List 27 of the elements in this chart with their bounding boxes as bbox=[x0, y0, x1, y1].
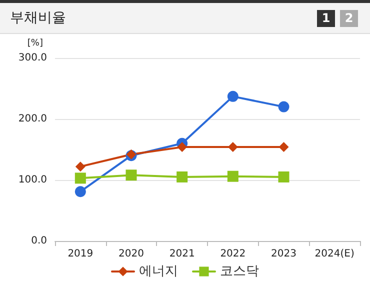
chart-title: 부채비율 bbox=[10, 9, 66, 27]
y-tick-label: 0.0 bbox=[31, 236, 47, 246]
point bbox=[227, 90, 238, 102]
y-tick-label: 100.0 bbox=[18, 174, 47, 186]
x-tick-label: 2019 bbox=[68, 248, 94, 260]
point bbox=[176, 171, 188, 182]
point bbox=[177, 142, 188, 152]
point bbox=[228, 142, 238, 152]
point bbox=[227, 170, 238, 182]
point bbox=[74, 186, 86, 198]
point bbox=[126, 170, 137, 181]
page-button[interactable]: 1 bbox=[317, 10, 335, 26]
point bbox=[278, 142, 289, 152]
y-axis-title: [%] bbox=[27, 38, 43, 48]
point bbox=[74, 172, 86, 184]
point bbox=[278, 101, 290, 112]
point bbox=[75, 162, 86, 172]
y-tick-label: 300.0 bbox=[18, 52, 47, 64]
x-tick-label: 2023 bbox=[271, 248, 296, 260]
y-tick-label: 200.0 bbox=[18, 114, 47, 124]
x-tick-label: 2021 bbox=[169, 248, 195, 260]
x-tick-label: 2022 bbox=[220, 248, 246, 260]
legend-label: 코스닥 bbox=[220, 264, 259, 279]
legend-label: 에너지 bbox=[139, 264, 178, 279]
x-tick-label: 2020 bbox=[118, 248, 144, 260]
point bbox=[278, 171, 290, 182]
x-tick-label: 2024(E) bbox=[314, 248, 354, 260]
